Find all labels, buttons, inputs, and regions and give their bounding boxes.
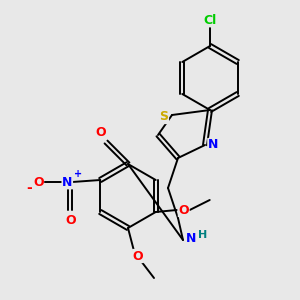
Text: N: N <box>208 139 218 152</box>
Text: O: O <box>33 176 44 188</box>
Text: N: N <box>62 176 73 188</box>
Text: H: H <box>198 230 208 240</box>
Text: Cl: Cl <box>203 14 217 26</box>
Text: N: N <box>186 232 196 244</box>
Text: S: S <box>160 110 169 124</box>
Text: +: + <box>74 169 82 179</box>
Text: O: O <box>96 127 106 140</box>
Text: O: O <box>178 203 189 217</box>
Text: O: O <box>65 214 76 226</box>
Text: O: O <box>133 250 143 262</box>
Text: -: - <box>26 181 32 195</box>
